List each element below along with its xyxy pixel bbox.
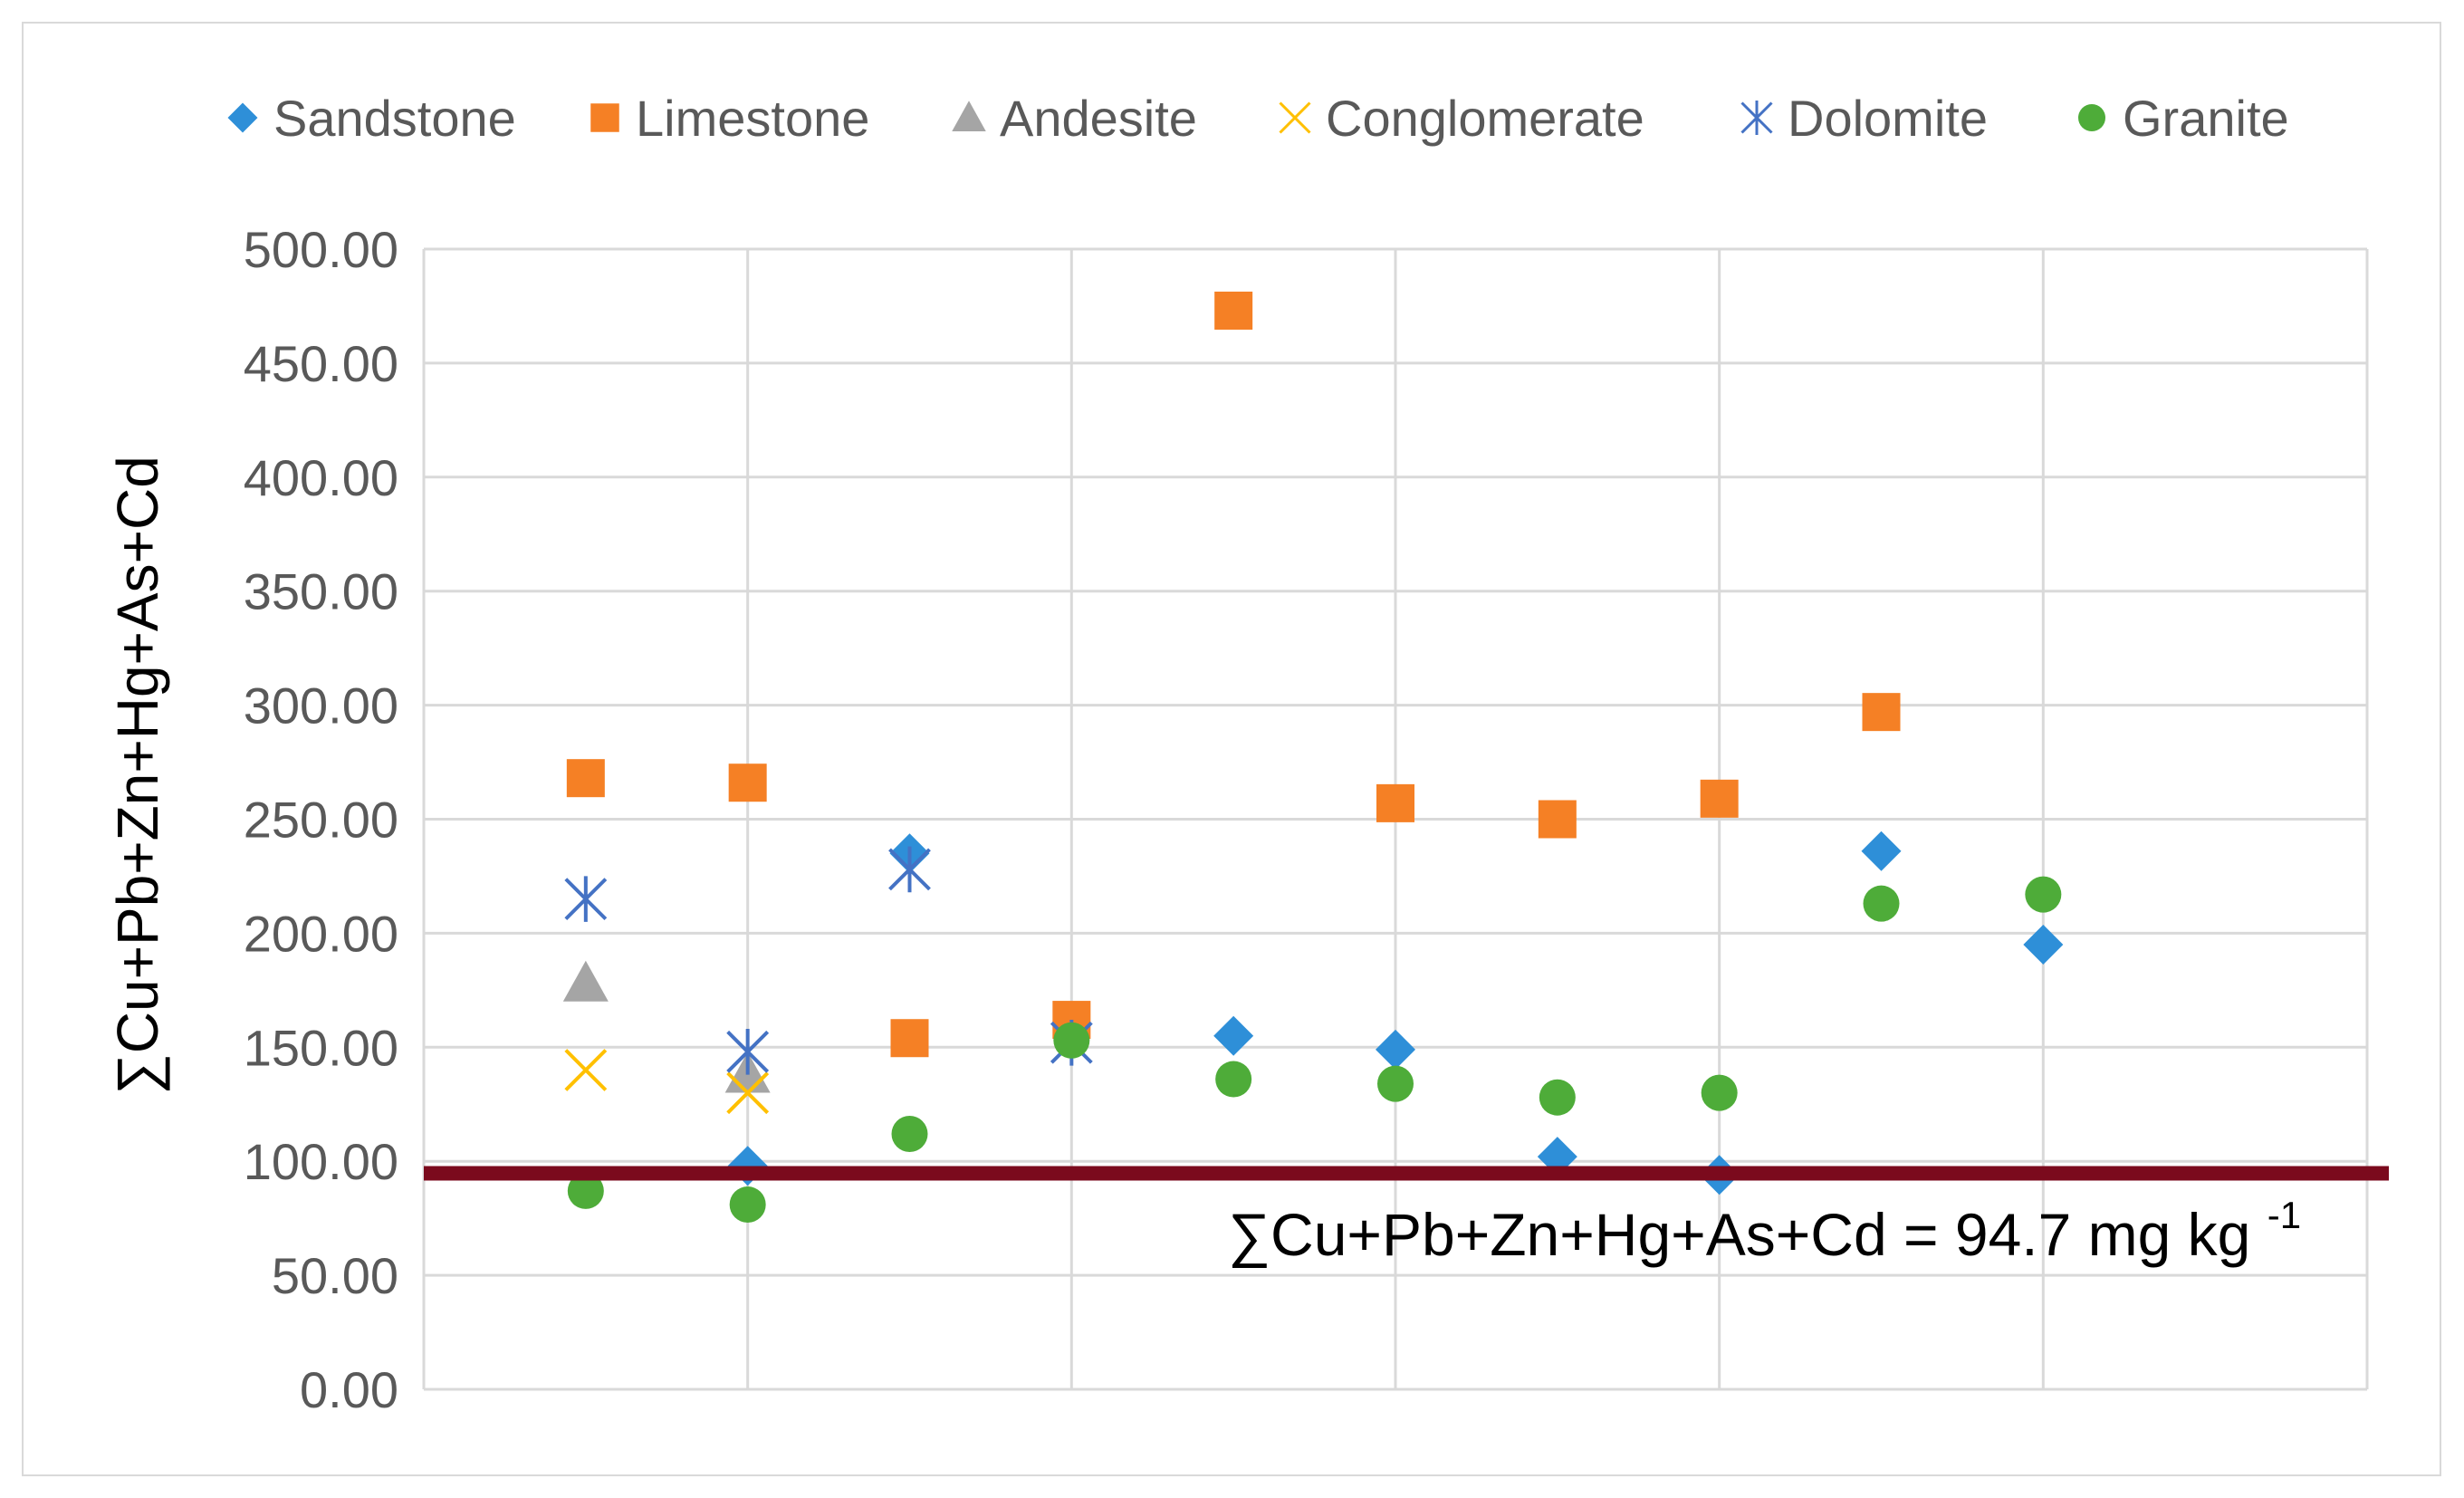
legend-label-sandstone: Sandstone xyxy=(273,90,516,147)
data-point-granite xyxy=(891,1115,928,1152)
y-tick-label: 350.00 xyxy=(244,563,398,620)
y-tick-label: 0.00 xyxy=(300,1361,398,1418)
threshold-label: ∑Cu+Pb+Zn+Hg+As+Cd = 94.7 mg kg -1 xyxy=(1228,1194,2301,1268)
data-point-sandstone xyxy=(1213,1015,1254,1056)
data-point-limestone xyxy=(566,759,605,798)
threshold-label-sup: -1 xyxy=(2267,1194,2301,1236)
data-point-granite xyxy=(2025,876,2062,913)
legend-label-dolomite: Dolomite xyxy=(1788,90,1988,147)
legend-label-conglomerate: Conglomerate xyxy=(1326,90,1644,147)
y-tick-label: 450.00 xyxy=(244,335,398,392)
data-point-limestone xyxy=(1538,800,1577,839)
legend-marker-limestone xyxy=(590,103,619,132)
legend-marker-andesite xyxy=(952,101,986,131)
chart-frame: 0.00 50.00 100.00 150.00 200.00 250.00 300.00 3… xyxy=(22,22,2441,1476)
y-tick-label: 200.00 xyxy=(244,905,398,962)
legend-marker-dolomite xyxy=(1740,101,1773,135)
legend-marker-conglomerate xyxy=(1279,101,1311,134)
data-point-limestone xyxy=(1214,291,1253,330)
legend: Sandstone Limestone Andesite Conglomerate Do… xyxy=(227,90,2289,147)
data-point-dolomite xyxy=(726,1029,770,1075)
data-point-sandstone xyxy=(1861,831,1902,871)
threshold-label-main: ∑Cu+Pb+Zn+Hg+As+Cd = 94.7 mg kg xyxy=(1228,1201,2250,1268)
legend-marker-sandstone xyxy=(227,102,258,133)
y-axis: 0.00 50.00 100.00 150.00 200.00 250.00 300.00 3… xyxy=(244,221,398,1418)
data-point-granite xyxy=(567,1172,604,1209)
data-points xyxy=(562,291,2064,1224)
y-tick-label: 150.00 xyxy=(244,1019,398,1076)
y-tick-label: 400.00 xyxy=(244,449,398,506)
data-point-dolomite xyxy=(888,846,931,893)
data-point-limestone xyxy=(1700,779,1739,818)
data-point-granite xyxy=(1053,1022,1090,1059)
data-point-granite xyxy=(1377,1065,1414,1102)
data-point-granite xyxy=(1863,885,1900,922)
data-point-limestone xyxy=(1376,783,1414,822)
data-point-granite xyxy=(1539,1079,1576,1116)
y-tick-label: 250.00 xyxy=(244,792,398,849)
data-point-limestone xyxy=(1862,693,1901,732)
y-tick-label: 100.00 xyxy=(244,1133,398,1190)
data-point-conglomerate xyxy=(726,1071,770,1115)
legend-label-granite: Granite xyxy=(2123,90,2289,147)
data-point-sandstone xyxy=(2023,924,2064,965)
data-point-conglomerate xyxy=(564,1049,608,1091)
legend-marker-granite xyxy=(2078,104,2105,131)
data-point-granite xyxy=(1215,1061,1252,1098)
data-point-granite xyxy=(1701,1074,1738,1111)
data-point-andesite xyxy=(562,960,609,1002)
data-point-granite xyxy=(729,1186,766,1224)
data-point-dolomite xyxy=(564,876,608,922)
data-point-limestone xyxy=(728,763,767,802)
y-axis-label: ∑Cu+Pb+Zn+Hg+As+Cd xyxy=(105,456,170,1095)
data-point-limestone xyxy=(890,1019,929,1058)
y-tick-label: 50.00 xyxy=(272,1247,398,1304)
legend-label-limestone: Limestone xyxy=(636,90,869,147)
y-tick-label: 500.00 xyxy=(244,221,398,278)
legend-label-andesite: Andesite xyxy=(1000,90,1197,147)
y-tick-label: 300.00 xyxy=(244,677,398,735)
scatter-chart: 0.00 50.00 100.00 150.00 200.00 250.00 300.00 3… xyxy=(105,90,2389,1418)
data-point-sandstone xyxy=(1376,1029,1415,1070)
